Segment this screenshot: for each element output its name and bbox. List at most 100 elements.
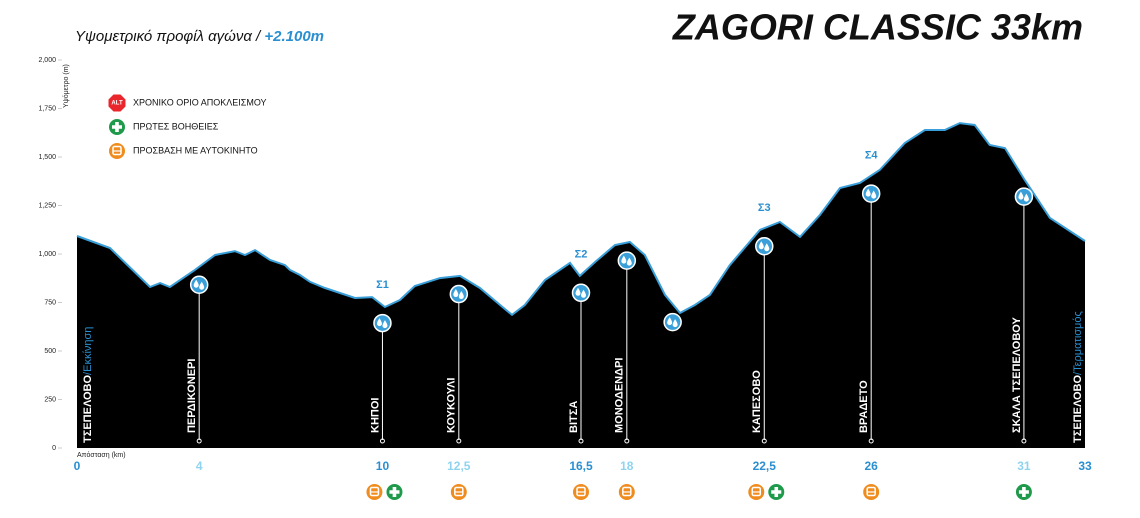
bus-marker xyxy=(863,484,880,500)
water-circle xyxy=(755,236,774,256)
water-drop xyxy=(865,188,877,199)
station-dot xyxy=(761,438,767,444)
legend-item: ΠΡΩΤΕΣ ΒΟΗΘΕΙΕΣ xyxy=(109,119,219,135)
water-drop xyxy=(453,289,464,300)
station-name: ΒΡΑΔΕΤΟ xyxy=(858,380,870,433)
legend-label: ΧΡΟΝΙΚΟ ΟΡΙΟ ΑΠΟΚΛΕΙΣΜΟΥ xyxy=(133,97,267,107)
checkpoint-label: Σ2 xyxy=(575,249,588,261)
start-note: /Εκκίνηση xyxy=(82,327,94,375)
water-drop xyxy=(1018,191,1029,202)
x-tick-label: 0 xyxy=(74,459,81,473)
subtitle: Υψομετρικό προφίλ αγώνα / +2.100m xyxy=(75,28,324,45)
water-point xyxy=(617,251,637,270)
water-point xyxy=(663,312,682,332)
checkpoint-label: Σ1 xyxy=(376,279,389,291)
y-tick-label: 1,750 xyxy=(38,105,56,112)
water-drop xyxy=(575,287,586,298)
station-dot xyxy=(868,438,874,444)
water-circle xyxy=(571,283,591,303)
start-label: ΤΣΕΠΕΛΟΒΟ/Εκκίνηση xyxy=(82,327,94,443)
station-dot xyxy=(578,438,584,444)
aid-icon-cross xyxy=(771,487,782,498)
aid-marker xyxy=(1015,484,1032,500)
water-circle xyxy=(861,184,881,203)
finish-label: ΤΣΕΠΕΛΟΒΟ/Τερματισμός xyxy=(1072,311,1084,443)
water-point xyxy=(1014,187,1034,206)
water-point xyxy=(373,313,392,333)
subtitle-text: Υψομετρικό προφίλ αγώνα / xyxy=(75,28,264,45)
bus-marker xyxy=(573,484,589,500)
water-drop xyxy=(376,318,388,329)
alt-icon-text: ALT xyxy=(111,101,123,107)
bus-marker xyxy=(618,484,635,500)
water-circle xyxy=(189,275,209,294)
finish-note: /Τερματισμός xyxy=(1072,311,1084,375)
water-point xyxy=(189,275,209,294)
station-name: ΠΕΡΔΙΚΟΝΕΡΙ xyxy=(186,359,198,433)
station-name: ΣΚΑΛΑ ΤΣΕΠΕΛΟΒΟΥ xyxy=(1011,316,1023,433)
chart-title: ZAGORI CLASSIC 33km xyxy=(672,7,1083,48)
x-tick-label: 16,5 xyxy=(569,459,593,473)
y-tick-label: 250 xyxy=(44,396,56,403)
checkpoint-label: Σ4 xyxy=(865,150,879,162)
water-circle xyxy=(1014,187,1034,206)
y-tick-label: 500 xyxy=(44,348,56,355)
legend-item: ΠΡΟΣΒΑΣΗ ΜΕ ΑΥΤΟΚΙΝΗΤΟ xyxy=(109,143,258,159)
water-point xyxy=(755,236,774,256)
subtitle-highlight: +2.100m xyxy=(264,28,324,45)
x-tick-label: 33 xyxy=(1078,459,1092,473)
y-tick-label: 0 xyxy=(52,445,56,452)
water-circle xyxy=(663,312,682,332)
aid-marker xyxy=(768,484,785,500)
station-dot xyxy=(1021,438,1027,444)
water-point xyxy=(861,184,881,203)
water-circle xyxy=(449,284,469,304)
elevation-line xyxy=(76,122,1086,317)
station-dot xyxy=(379,438,385,444)
water-point xyxy=(449,284,469,304)
water-drop xyxy=(193,279,205,290)
station-name: ΒΙΤΣΑ xyxy=(568,401,580,433)
bus-marker xyxy=(450,484,467,500)
checkpoint-label: Σ3 xyxy=(758,202,771,214)
x-tick-label: 10 xyxy=(376,459,390,473)
station-dot xyxy=(456,438,462,444)
y-tick-label: 1,000 xyxy=(38,251,56,258)
station-name: ΚΑΠΕΣΟΒΟ xyxy=(751,370,763,433)
water-circle xyxy=(617,251,637,270)
x-tick-label: 4 xyxy=(196,459,203,473)
x-tick-label: 22,5 xyxy=(753,459,777,473)
x-tick-label: 18 xyxy=(620,459,634,473)
aid-icon-cross xyxy=(389,487,400,498)
legend-label: ΠΡΩΤΕΣ ΒΟΗΘΕΙΕΣ xyxy=(133,121,219,131)
station-dot xyxy=(624,438,630,444)
alt-icon xyxy=(108,94,126,112)
y-tick-label: 2,000 xyxy=(38,57,56,64)
station-dot xyxy=(196,438,202,444)
y-tick-label: 1,500 xyxy=(38,154,56,161)
bus-marker xyxy=(366,484,383,500)
water-drop xyxy=(621,255,632,266)
station-name: ΚΗΠΟΙ xyxy=(369,398,381,433)
aid-marker xyxy=(386,484,403,500)
station-name: ΚΟΥΚΟΥΛΙ xyxy=(446,378,458,433)
x-tick-label: 31 xyxy=(1017,459,1031,473)
finish-name: ΤΣΕΠΕΛΟΒΟ xyxy=(1072,375,1084,443)
y-tick-label: 750 xyxy=(44,299,56,306)
x-tick-label: 26 xyxy=(865,459,879,473)
y-tick-label: 1,250 xyxy=(38,202,56,209)
water-drop xyxy=(758,241,770,252)
y-axis-label: Υψόμετρο (m) xyxy=(62,64,70,108)
aid-icon-cross xyxy=(1018,487,1029,498)
start-name: ΤΣΕΠΕΛΟΒΟ xyxy=(82,375,94,443)
bus-marker xyxy=(748,484,765,500)
legend-item: ALT ΧΡΟΝΙΚΟ ΟΡΙΟ ΑΠΟΚΛΕΙΣΜΟΥ xyxy=(108,94,267,112)
water-point xyxy=(571,283,591,303)
x-tick-label: 12,5 xyxy=(447,459,471,473)
station-name: ΜΟΝΟΔΕΝΔΡΙ xyxy=(614,358,626,433)
aid-icon-cross xyxy=(112,122,122,132)
x-axis-label: Απόσταση (km) xyxy=(77,451,126,459)
water-circle xyxy=(373,313,392,333)
legend-label: ΠΡΟΣΒΑΣΗ ΜΕ ΑΥΤΟΚΙΝΗΤΟ xyxy=(133,145,258,155)
